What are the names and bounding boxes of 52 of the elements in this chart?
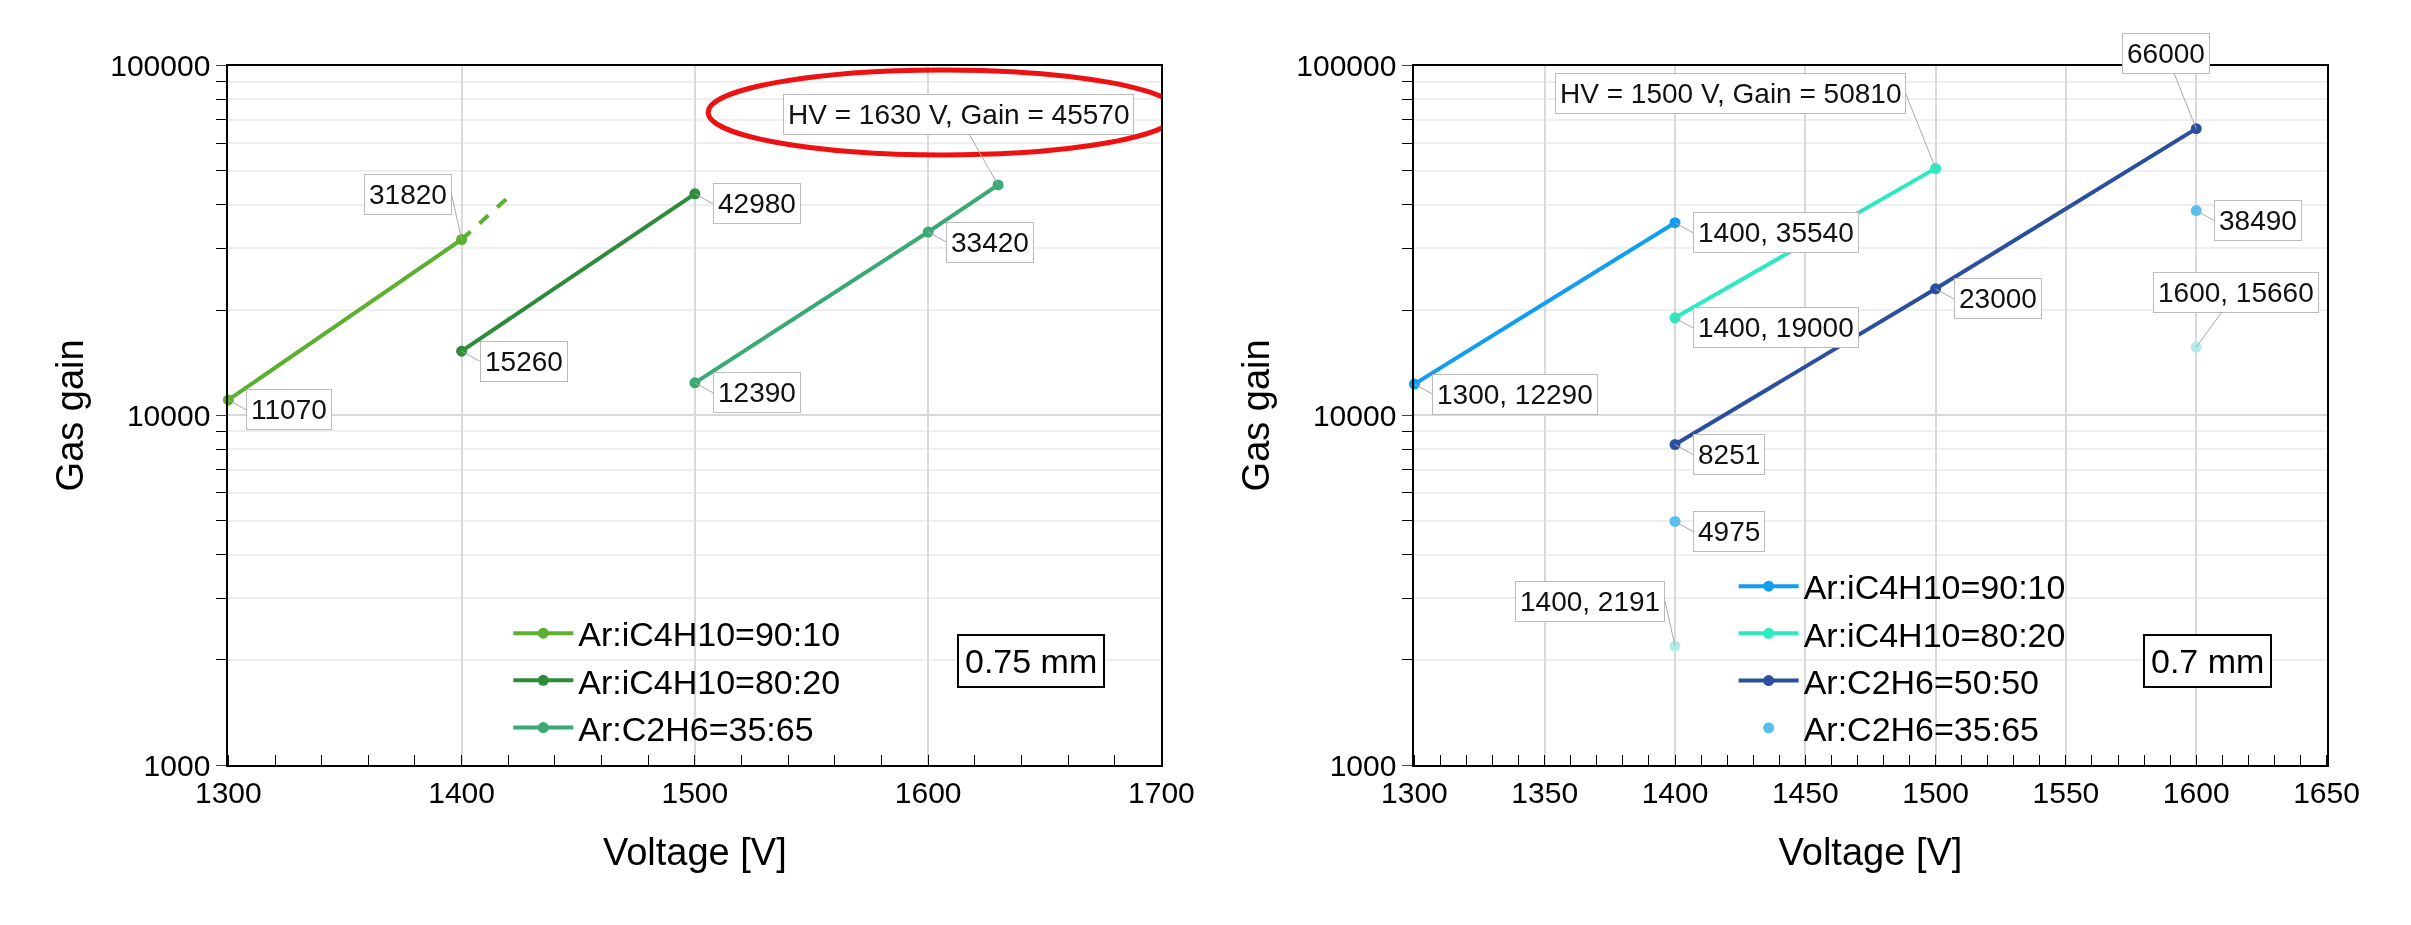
x-tick-label: 1400: [1641, 776, 1709, 810]
data-label: 66000: [2127, 38, 2205, 69]
x-tick-label: 1450: [1771, 776, 1839, 810]
annotation: 0.75 mm: [965, 642, 1098, 680]
data-label: 11070: [251, 394, 327, 425]
legend-label: Ar:iC4H10=80:20: [578, 662, 841, 701]
x-tick-label: 1350: [1511, 776, 1579, 810]
legend-label: Ar:iC4H10=80:20: [1803, 615, 2066, 654]
x-tick-label: 1650: [2293, 776, 2360, 810]
legend-label: Ar:C2H6=50:50: [1803, 662, 2039, 701]
data-label: 1400, 19000: [1698, 312, 1854, 343]
x-tick-label: 1400: [428, 776, 495, 810]
x-tick-label: 1700: [1128, 776, 1195, 810]
y-tick-label: 10000: [1312, 398, 1397, 432]
data-label: 33420: [951, 227, 1029, 258]
data-label: 12390: [718, 377, 796, 408]
annotation: 0.7 mm: [2151, 642, 2265, 680]
y-tick-label: 100000: [1296, 49, 1397, 83]
legend-label: Ar:iC4H10=90:10: [1803, 568, 2066, 607]
x-tick-label: 1550: [2032, 776, 2100, 810]
x-axis-title: Voltage [V]: [602, 830, 787, 873]
point: [2190, 205, 2202, 217]
point: [1669, 515, 1681, 527]
y-axis-title: Gas gain: [1234, 339, 1277, 492]
legend-label: Ar:iC4H10=90:10: [578, 615, 841, 654]
y-tick-label: 10000: [126, 398, 211, 432]
data-label: 38490: [2219, 205, 2297, 236]
point: [456, 345, 468, 357]
data-label: 42980: [718, 188, 796, 219]
x-tick-label: 1600: [894, 776, 962, 810]
x-tick-label: 1600: [2162, 776, 2230, 810]
legend-label: Ar:C2H6=35:65: [1803, 710, 2039, 749]
legend-label: Ar:C2H6=35:65: [578, 709, 814, 748]
y-axis-title: Gas gain: [48, 339, 91, 492]
data-label: 1400, 2191: [1520, 586, 1661, 617]
point: [2190, 123, 2202, 135]
data-label: 1400, 35540: [1698, 217, 1854, 248]
data-label: 4975: [1698, 516, 1761, 547]
point: [1930, 162, 1942, 174]
data-label: 15260: [485, 346, 563, 377]
point: [1930, 283, 1942, 295]
x-axis-title: Voltage [V]: [1778, 830, 1963, 873]
data-label: 8251: [1698, 439, 1761, 470]
data-label: 23000: [1959, 283, 2037, 314]
x-tick-label: 1500: [661, 776, 729, 810]
data-label: HV = 1500 V, Gain = 50810: [1560, 78, 1902, 109]
data-label: 1600, 15660: [2158, 277, 2314, 308]
data-label: 31820: [369, 179, 447, 210]
data-label: HV = 1630 V, Gain = 45570: [788, 99, 1130, 130]
x-tick-label: 1500: [1902, 776, 1969, 810]
y-tick-label: 100000: [110, 49, 211, 83]
data-label: 1300, 12290: [1437, 379, 1593, 410]
